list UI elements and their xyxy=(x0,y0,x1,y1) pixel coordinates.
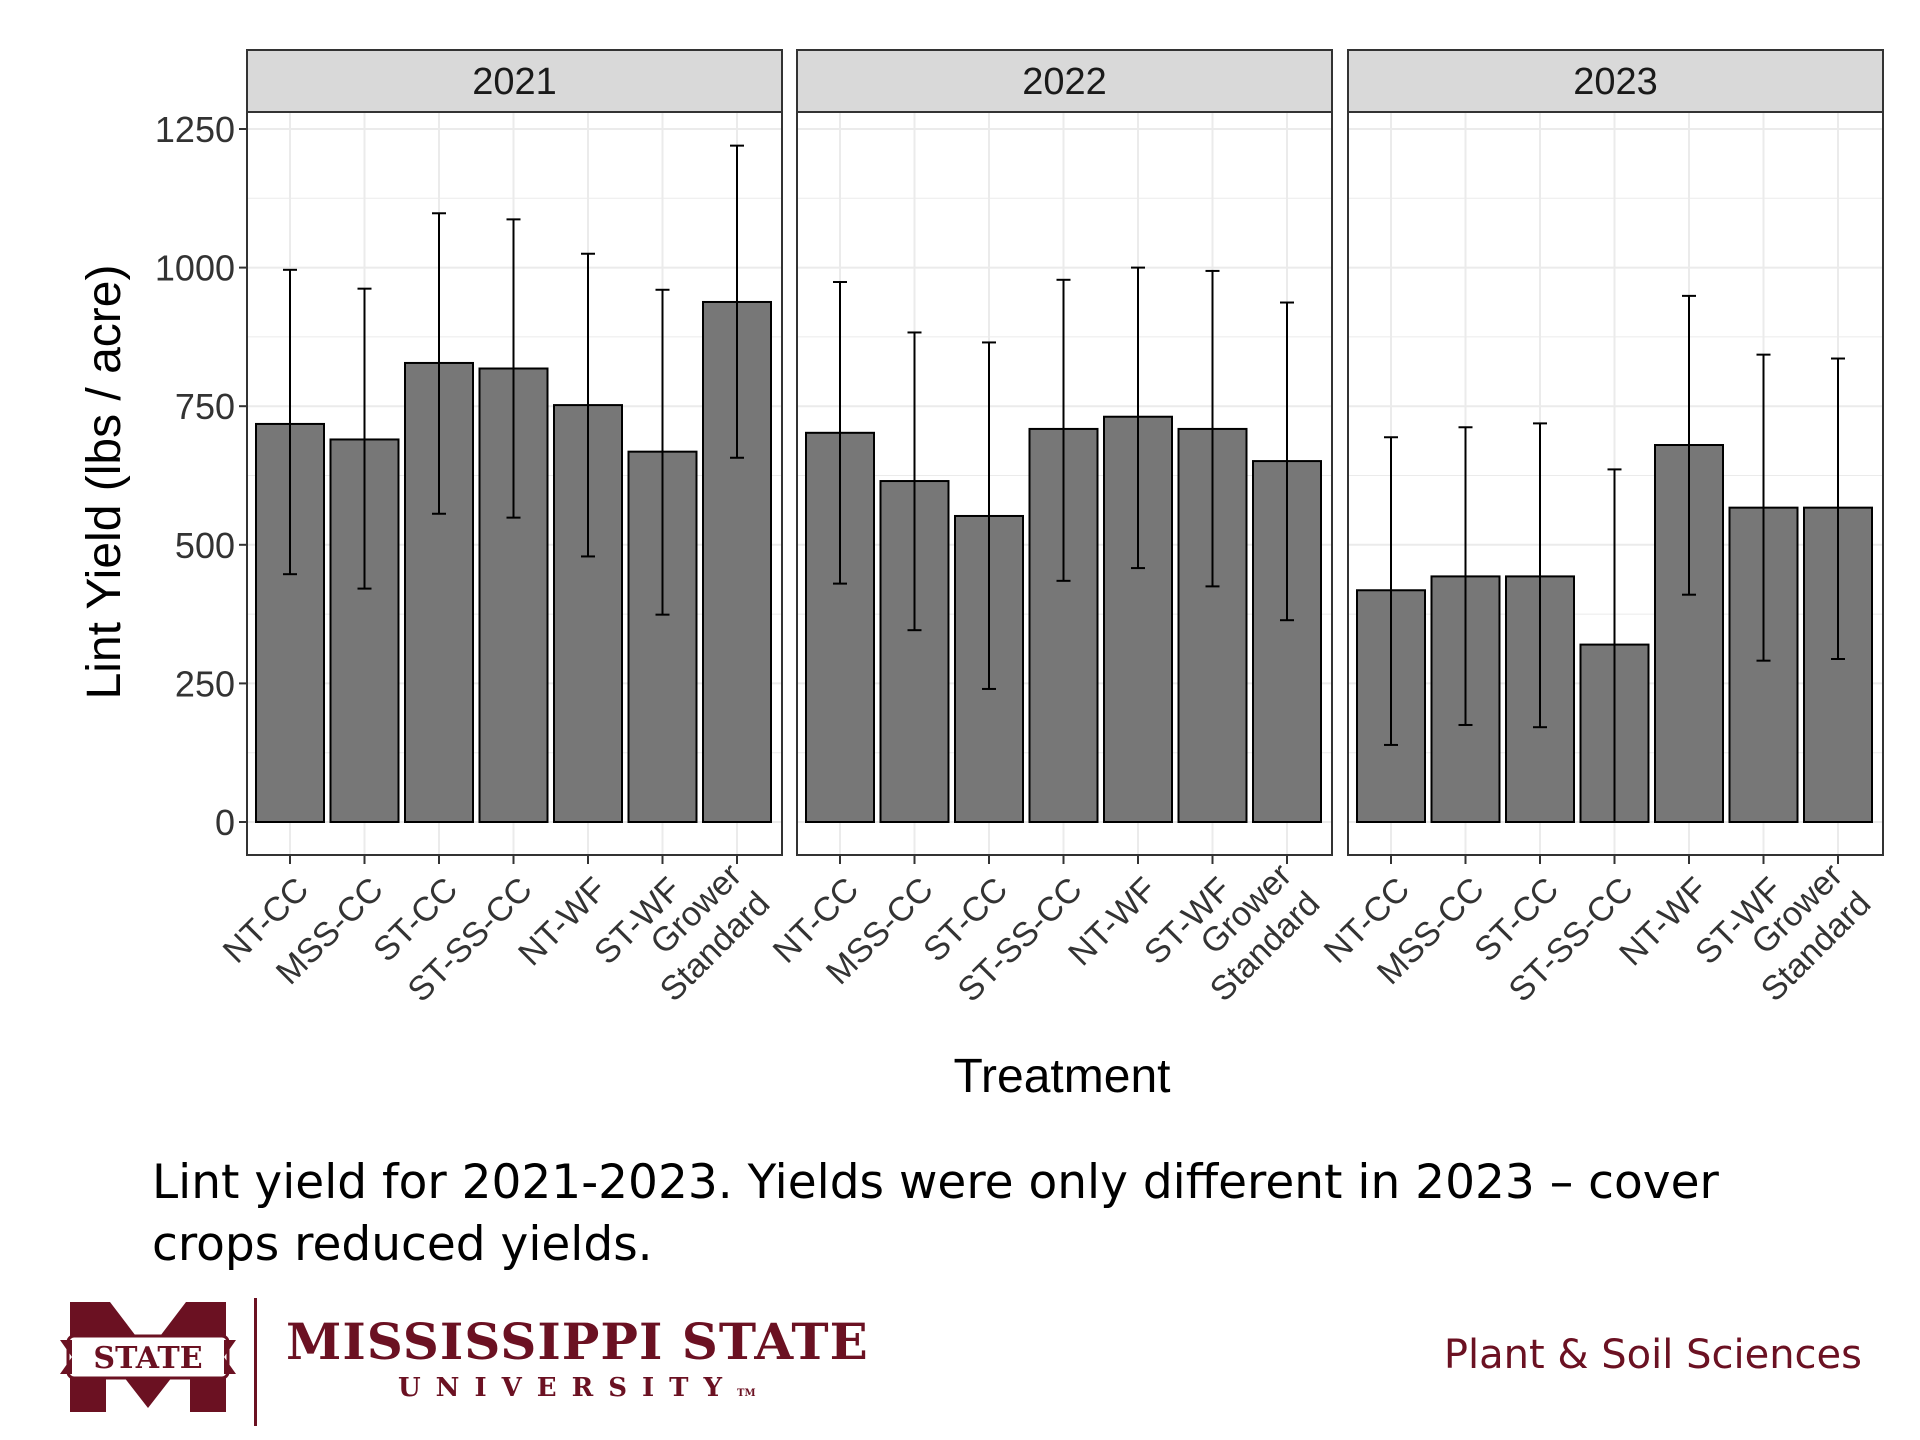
y-tick-label: 750 xyxy=(175,386,235,427)
y-axis-title: Lint Yield (lbs / acre) xyxy=(78,265,131,700)
logo-divider xyxy=(254,1298,257,1426)
facet-strip-label: 2021 xyxy=(472,61,557,103)
facet-strip xyxy=(246,49,783,113)
trademark: TM xyxy=(737,1388,756,1399)
slide-caption: Lint yield for 2021-2023. Yields were on… xyxy=(152,1155,1719,1272)
x-tick-label: GrowerStandard xyxy=(625,856,778,1009)
y-tick-label: 250 xyxy=(175,663,235,704)
university-name: MISSISSIPPI STATE xyxy=(286,1312,869,1371)
university-wordmark: MISSISSIPPI STATE UNIVERSITYTM xyxy=(286,1312,869,1403)
msu-logo-icon: STATE xyxy=(60,1302,236,1412)
department-name: Plant & Soil Sciences xyxy=(1443,1332,1862,1378)
y-tick-label: 1000 xyxy=(155,248,235,289)
logo-badge-text: STATE xyxy=(93,1341,202,1376)
facet-strip-label: 2022 xyxy=(1022,61,1107,103)
facet-strip xyxy=(796,49,1333,113)
university-sub-text: UNIVERSITY xyxy=(398,1373,738,1403)
y-tick-label: 1250 xyxy=(155,109,235,150)
facet-strip xyxy=(1347,49,1884,113)
x-axis-title: Treatment xyxy=(954,1050,1171,1103)
university-subtitle: UNIVERSITYTM xyxy=(398,1373,869,1403)
y-tick-label: 0 xyxy=(215,802,235,843)
y-tick-label: 500 xyxy=(175,525,235,566)
faceted-bar-chart: Lint Yield (lbs / acre) 0 250 500 750 1000 125… xyxy=(78,49,1884,1103)
x-tick-label: GrowerStandard xyxy=(1175,856,1328,1009)
facet-strip-label: 2023 xyxy=(1573,61,1658,103)
x-tick-label: GrowerStandard xyxy=(1726,856,1879,1009)
